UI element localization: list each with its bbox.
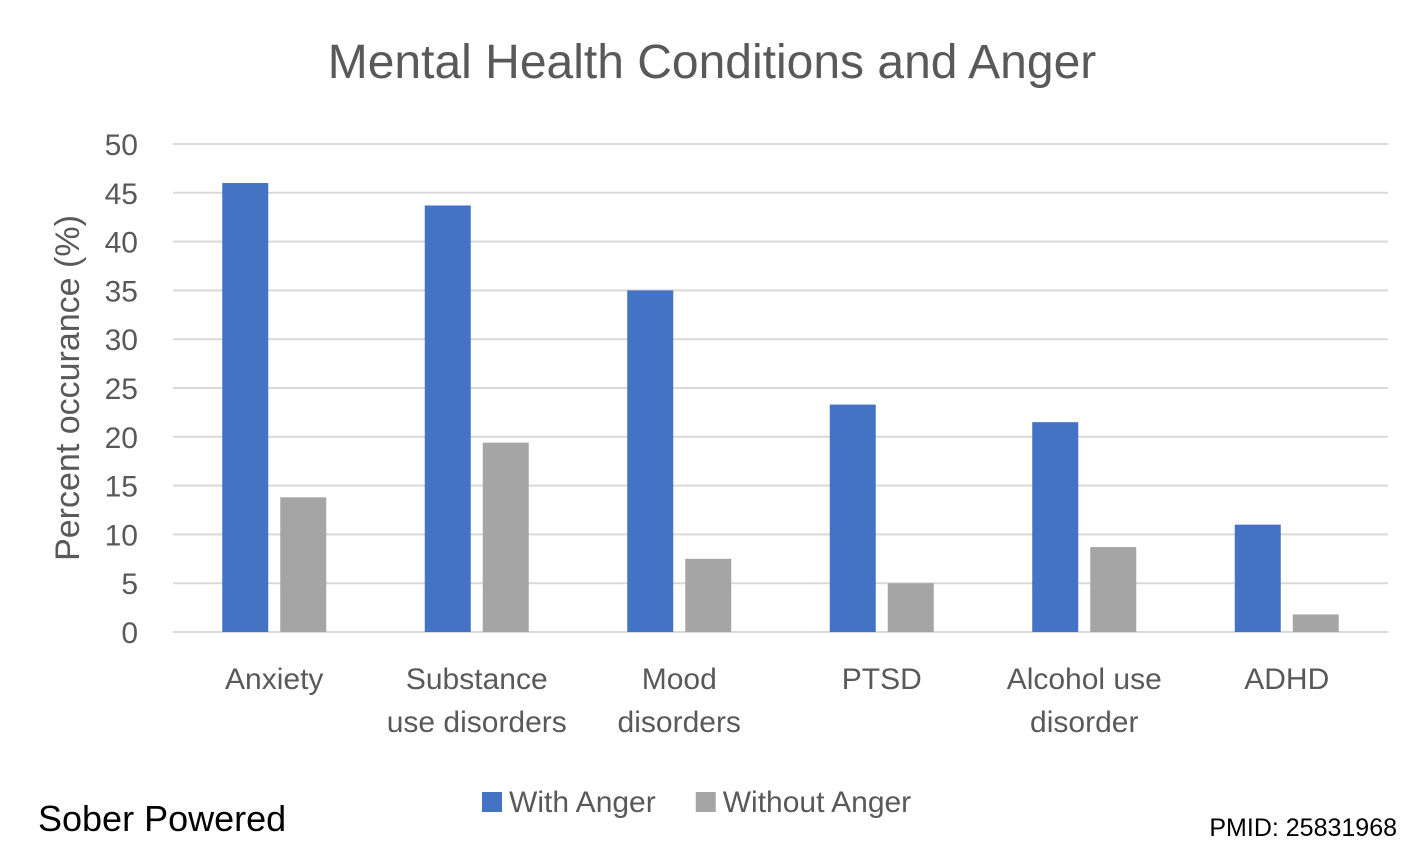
source-label: PMID: 25831968 — [1209, 814, 1397, 842]
legend-label: Without Anger — [723, 786, 911, 819]
bar — [280, 497, 327, 632]
y-tick-label: 30 — [105, 324, 138, 357]
bar — [627, 290, 674, 632]
bar — [1032, 422, 1079, 632]
y-tick-label: 0 — [121, 617, 138, 650]
y-tick-label: 15 — [105, 471, 138, 504]
x-tick-label: PTSD — [842, 663, 922, 696]
x-tick-label: Anxiety — [225, 663, 323, 696]
legend: With Anger Without Anger — [482, 786, 911, 819]
bar — [1234, 524, 1281, 632]
chart-title: Mental Health Conditions and Anger — [328, 36, 1097, 89]
y-tick-label: 45 — [105, 178, 138, 211]
x-tick-label: Mood disorders — [618, 663, 741, 739]
bar — [1292, 614, 1339, 632]
y-tick-label: 35 — [105, 275, 138, 308]
gridlines — [173, 143, 1388, 633]
x-axis-labels: Anxiety Substance use disorders Mood disorde… — [225, 663, 1329, 739]
y-tick-label: 25 — [105, 373, 138, 406]
bar — [424, 205, 471, 632]
bar — [829, 404, 876, 632]
y-tick-label: 10 — [105, 519, 138, 552]
bar — [1090, 547, 1137, 632]
y-tick-label: 50 — [105, 129, 138, 162]
y-axis-label: Percent occurance (%) — [49, 215, 87, 561]
bar — [222, 183, 269, 633]
x-tick-label: Substance use disorders — [387, 663, 567, 739]
legend-label: With Anger — [509, 786, 656, 819]
x-tick-label: Alcohol use disorder — [1007, 663, 1162, 739]
y-axis-ticks: 0 5 10 15 20 25 30 35 40 45 50 — [105, 129, 138, 650]
brand-label: Sober Powered — [38, 798, 287, 839]
bar — [685, 558, 732, 632]
y-tick-label: 40 — [105, 227, 138, 260]
bar — [482, 442, 529, 632]
bars — [222, 183, 1339, 633]
legend-swatch — [482, 792, 502, 812]
x-tick-label: ADHD — [1244, 663, 1329, 696]
bar — [887, 583, 934, 632]
y-tick-label: 20 — [105, 422, 138, 455]
legend-swatch — [695, 792, 716, 812]
y-tick-label: 5 — [121, 568, 138, 601]
